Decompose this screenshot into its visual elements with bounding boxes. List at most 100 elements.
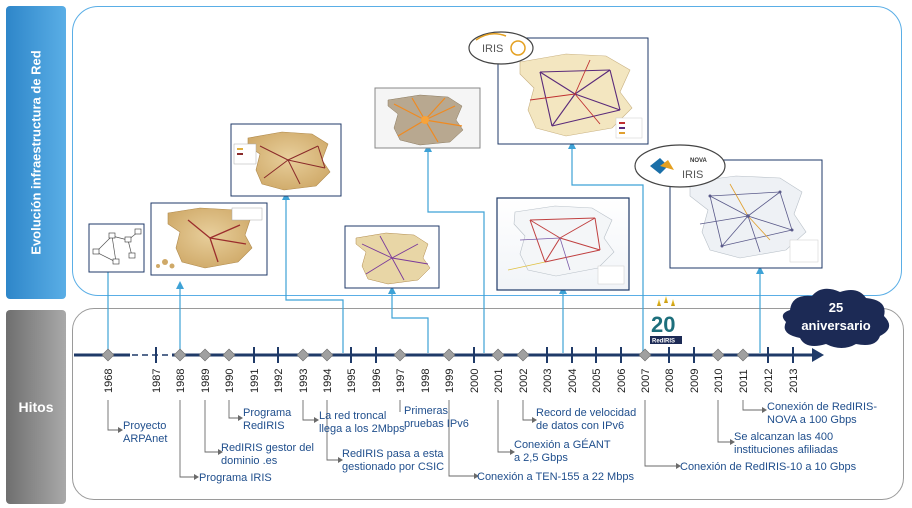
- year-label-2013: 2013: [788, 369, 800, 393]
- marker-1994: [320, 348, 334, 362]
- marker-1990: [222, 348, 236, 362]
- twenty-logo-brand: RedIRIS: [652, 339, 675, 345]
- connector-1999: [427, 148, 485, 353]
- timeline-axis: [74, 347, 824, 363]
- map-arpanet-1968: [88, 223, 145, 273]
- year-label-2011: 2011: [738, 369, 750, 393]
- milestone-1999: Conexión a TEN-155 a 22 Mbps: [477, 471, 634, 483]
- year-label-2008: 2008: [664, 369, 676, 393]
- connector-1993: [285, 196, 344, 353]
- year-label-2005: 2005: [591, 369, 603, 393]
- rediris-20-logo: 20 RedIRIS: [650, 296, 682, 345]
- marker-1988: [173, 348, 187, 362]
- milestone-text-1990: Programa: [243, 407, 292, 419]
- badge-number: 25: [829, 300, 843, 315]
- year-label-2002: 2002: [518, 369, 530, 393]
- milestone-text-1994: RedIRIS pasa a esta: [342, 448, 444, 460]
- milestone-text-2007: Conexión de RedIRIS-10 a 10 Gbps: [680, 461, 857, 473]
- year-label-1990: 1990: [224, 369, 236, 393]
- marker-2002: [516, 348, 530, 362]
- year-label-1992: 1992: [273, 369, 285, 393]
- milestone-text-2002: de datos con IPv6: [536, 420, 624, 432]
- milestone-text-1993: llega a los 2Mbps: [319, 423, 405, 435]
- milestone-text-2002: Record de velocidad: [536, 407, 636, 419]
- milestone-text-1997: Primeras: [404, 405, 449, 417]
- nova-logo-brand: IRIS: [682, 169, 703, 181]
- milestone-text-1993: La red troncal: [319, 410, 386, 422]
- map-rediris-1993: [230, 123, 342, 197]
- year-label-1996: 1996: [371, 369, 383, 393]
- marker-1997: [393, 348, 407, 362]
- side-label-milestones: Hitos: [6, 310, 66, 504]
- map-rediris-1999: [374, 87, 481, 149]
- marker-1993: [296, 348, 310, 362]
- year-label-1989: 1989: [200, 369, 212, 393]
- milestones-panel: [72, 308, 904, 500]
- iris10-logo-text: IRIS: [482, 43, 503, 55]
- milestone-text-1997: pruebas IPv6: [404, 418, 469, 430]
- rediris-nova-logo: NOVA IRIS: [634, 144, 726, 188]
- year-label-1988: 1988: [175, 369, 187, 393]
- map-iris-1988: [150, 202, 268, 276]
- anniversary-badge: 25 aniversario: [782, 288, 890, 348]
- side-label-network: Evolución infraestructura de Red: [6, 6, 66, 299]
- twenty-logo-number: 20: [651, 312, 675, 337]
- milestone-text-2001: Conexión a GÉANT: [514, 438, 611, 451]
- milestone-text-1988: Programa IRIS: [199, 472, 272, 484]
- milestone-text-1999: Conexión a TEN-155 a 22 Mbps: [477, 471, 634, 483]
- milestone-text-2011: Conexión de RedIRIS-: [767, 401, 877, 413]
- year-label-1995: 1995: [346, 369, 358, 393]
- map-rediris-2002: [496, 197, 630, 291]
- year-label-2006: 2006: [616, 369, 628, 393]
- year-label-2009: 2009: [689, 369, 701, 393]
- marker-1989: [198, 348, 212, 362]
- milestone-text-1994: gestionado por CSIC: [342, 461, 444, 473]
- marker-1968: [101, 348, 115, 362]
- nova-logo-label: NOVA: [690, 158, 708, 164]
- milestone-text-1968: Proyecto: [123, 420, 166, 432]
- milestone-text-2011: NOVA a 100 Gbps: [767, 414, 857, 426]
- year-label-1987: 1987: [151, 369, 163, 393]
- marker-2010: [711, 348, 725, 362]
- milestone-2007: Conexión de RedIRIS-10 a 10 Gbps: [680, 461, 857, 473]
- year-label-2000: 2000: [469, 369, 481, 393]
- year-label-1993: 1993: [298, 369, 310, 393]
- year-label-1968: 1968: [103, 369, 115, 393]
- year-label-2004: 2004: [567, 369, 579, 393]
- marker-2011: [736, 348, 750, 362]
- year-label-1999: 1999: [444, 369, 456, 393]
- map-rediris-1997: [344, 225, 440, 289]
- year-label-1994: 1994: [322, 369, 334, 393]
- rediris10-logo: IRIS: [468, 31, 534, 65]
- milestone-text-1968: ARPAnet: [123, 433, 167, 445]
- year-labels: 1968 1987 1988 1989 1990 1991 1992 1993 1994 1995…: [103, 369, 800, 393]
- year-label-1998: 1998: [420, 369, 432, 393]
- milestone-2011: Conexión de RedIRIS-NOVA a 100 Gbps: [767, 401, 877, 426]
- milestone-1988: Programa IRIS: [199, 472, 272, 484]
- connector-1997: [391, 290, 429, 353]
- year-label-2007: 2007: [640, 369, 652, 393]
- year-label-2001: 2001: [493, 369, 505, 393]
- milestone-text-2010: Se alcanzan las 400: [734, 431, 833, 443]
- year-label-2010: 2010: [713, 369, 725, 393]
- milestone-leaders: [107, 400, 762, 478]
- year-label-1991: 1991: [249, 369, 261, 393]
- milestone-text-1989: RedIRIS gestor del: [221, 442, 314, 454]
- marker-1999: [442, 348, 456, 362]
- milestone-text-1990: RedIRIS: [243, 420, 285, 432]
- milestone-text-2001: a 2,5 Gbps: [514, 452, 568, 464]
- badge-label: aniversario: [801, 318, 870, 333]
- year-label-1997: 1997: [395, 369, 407, 393]
- year-label-2012: 2012: [763, 369, 775, 393]
- marker-2001: [491, 348, 505, 362]
- marker-2007: [638, 348, 652, 362]
